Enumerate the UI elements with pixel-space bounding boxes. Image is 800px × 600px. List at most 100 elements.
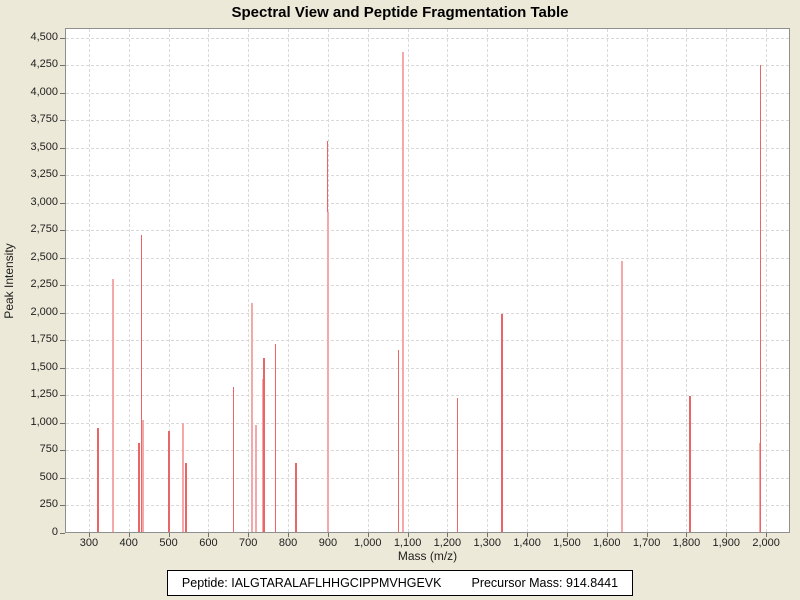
y-gridline xyxy=(66,450,789,452)
x-gridline xyxy=(168,29,170,532)
peak-bar xyxy=(250,302,253,532)
x-tick-label: 1,100 xyxy=(393,537,422,549)
y-tick-label: 1,000 xyxy=(30,415,58,428)
y-tick-mark xyxy=(60,477,65,479)
x-tick-mark xyxy=(128,533,130,537)
x-tick-mark xyxy=(566,533,568,537)
y-tick-mark xyxy=(60,37,65,39)
y-tick-mark xyxy=(60,285,65,287)
peak-bar xyxy=(689,396,691,532)
y-axis-label: Peak Intensity xyxy=(2,243,16,319)
peak-bar xyxy=(327,211,330,532)
y-tick-label: 4,250 xyxy=(30,58,58,71)
x-tick-label: 1,600 xyxy=(592,537,621,549)
y-gridline xyxy=(66,92,789,94)
x-tick-label: 500 xyxy=(159,537,178,549)
x-gridline xyxy=(447,29,449,532)
peak-bar xyxy=(112,278,115,532)
y-tick-mark xyxy=(60,395,65,397)
y-gridline xyxy=(66,202,789,204)
x-gridline xyxy=(248,29,250,532)
x-tick-mark xyxy=(208,533,210,537)
y-tick-mark xyxy=(60,533,65,534)
y-tick-label: 3,250 xyxy=(30,168,58,181)
y-gridline xyxy=(66,505,789,507)
y-gridline xyxy=(66,65,789,67)
y-tick-label: 750 xyxy=(39,443,58,456)
peak-bar xyxy=(621,261,624,532)
y-gridline xyxy=(66,395,789,397)
x-tick-label: 1,900 xyxy=(712,537,741,549)
y-tick-label: 1,250 xyxy=(30,388,58,401)
peak-bar xyxy=(274,343,277,532)
peptide-info-box: Peptide: IALGTARALAFLHHGCIPPMVHGEVK Precu… xyxy=(166,570,634,596)
y-tick-mark xyxy=(60,422,65,424)
y-gridline xyxy=(66,175,789,177)
y-tick-label: 500 xyxy=(39,470,58,483)
y-gridline xyxy=(66,422,789,424)
peak-bar xyxy=(456,397,459,532)
x-tick-mark xyxy=(766,533,768,537)
peptide-info-panel: Peptide: IALGTARALAFLHHGCIPPMVHGEVK Precu… xyxy=(0,570,800,596)
x-tick-mark xyxy=(288,533,290,537)
x-gridline xyxy=(208,29,210,532)
y-tick-label: 2,500 xyxy=(30,250,58,263)
peak-bar xyxy=(254,424,257,532)
peak-bar xyxy=(141,420,144,532)
peak-bar xyxy=(758,442,761,532)
x-gridline xyxy=(646,29,648,532)
x-tick-label: 1,500 xyxy=(553,537,581,549)
x-tick-mark xyxy=(168,533,170,537)
peak-bar xyxy=(97,428,99,532)
y-tick-mark xyxy=(60,230,65,232)
x-gridline xyxy=(606,29,608,532)
x-tick-label: 700 xyxy=(239,537,258,549)
y-gridline xyxy=(66,147,789,149)
x-tick-mark xyxy=(248,533,250,537)
peak-bar xyxy=(168,430,170,532)
x-tick-label: 900 xyxy=(318,537,338,549)
y-gridline xyxy=(66,257,789,259)
x-tick-mark xyxy=(367,533,369,537)
peak-bar xyxy=(759,65,762,532)
x-gridline xyxy=(527,29,529,532)
x-gridline xyxy=(566,29,568,532)
y-gridline xyxy=(66,37,789,39)
x-tick-label: 1,200 xyxy=(433,537,462,549)
y-tick-label: 1,750 xyxy=(30,333,58,346)
peak-bar xyxy=(181,423,184,532)
x-tick-mark xyxy=(487,533,489,537)
x-tick-mark xyxy=(527,533,529,537)
y-tick-label: 2,750 xyxy=(30,223,58,236)
x-tick-mark xyxy=(646,533,648,537)
x-tick-mark xyxy=(407,533,409,537)
peak-bar xyxy=(185,462,187,532)
y-gridline xyxy=(66,230,789,232)
y-tick-label: 0 xyxy=(51,526,58,538)
y-tick-mark xyxy=(60,505,65,507)
x-tick-label: 1,700 xyxy=(632,537,661,549)
y-gridline xyxy=(66,120,789,122)
y-gridline xyxy=(66,477,789,479)
peak-bar xyxy=(140,234,143,532)
peak-bar xyxy=(501,313,503,532)
peak-bar xyxy=(261,378,264,532)
y-gridline xyxy=(66,340,789,342)
x-tick-label: 1,400 xyxy=(513,537,541,549)
x-tick-mark xyxy=(686,533,688,537)
peak-bar xyxy=(138,443,140,532)
plot-area xyxy=(65,28,790,533)
x-gridline xyxy=(367,29,369,532)
peak-bar xyxy=(232,386,235,532)
x-tick-label: 600 xyxy=(199,537,218,549)
x-tick-label: 1,000 xyxy=(353,537,382,549)
y-tick-mark xyxy=(60,147,65,149)
x-tick-label: 800 xyxy=(278,537,298,549)
x-tick-label: 1,300 xyxy=(473,537,502,549)
y-tick-mark xyxy=(60,175,65,177)
x-tick-label: 1,800 xyxy=(672,537,701,549)
x-tick-label: 300 xyxy=(79,537,99,549)
peptide-sequence-text: Peptide: IALGTARALAFLHHGCIPPMVHGEVK xyxy=(181,576,442,590)
y-tick-mark xyxy=(60,312,65,314)
x-tick-mark xyxy=(447,533,449,537)
